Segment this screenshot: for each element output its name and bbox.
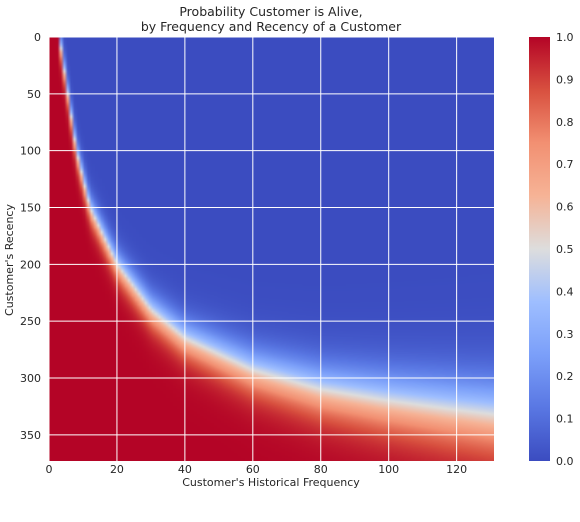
y-tick-label: 100 — [20, 145, 41, 158]
colorbar-ticks: 0.0 0.1 0.2 0.3 0.4 0.5 0.6 0.7 0.8 0.9 1.0 — [556, 31, 574, 468]
colorbar-tick-label: 0.7 — [556, 158, 574, 171]
heatmap-image — [49, 37, 494, 461]
x-axis-title: Customer's Historical Frequency — [182, 476, 360, 489]
grid-lines — [48, 36, 494, 461]
colorbar-tick-label: 0.0 — [556, 455, 574, 468]
colorbar-tick-label: 0.8 — [556, 116, 574, 129]
x-tick-label: 20 — [110, 463, 124, 476]
x-axis-ticks: 0 20 40 60 80 100 120 — [46, 463, 468, 476]
colorbar-tick-label: 1.0 — [556, 31, 574, 44]
colorbar-tick-label: 0.2 — [556, 370, 574, 383]
y-tick-label: 300 — [20, 372, 41, 385]
colorbar — [529, 37, 550, 461]
x-tick-label: 100 — [378, 463, 399, 476]
x-tick-label: 40 — [178, 463, 192, 476]
y-tick-label: 250 — [20, 315, 41, 328]
y-axis-ticks: 0 50 100 150 200 250 300 350 — [20, 31, 41, 442]
colorbar-tick-label: 0.3 — [556, 328, 574, 341]
y-tick-label: 350 — [20, 429, 41, 442]
chart-title-line-2: by Frequency and Recency of a Customer — [141, 19, 402, 34]
y-tick-label: 150 — [20, 202, 41, 215]
colorbar-tick-label: 0.5 — [556, 243, 574, 256]
y-tick-label: 200 — [20, 258, 41, 271]
colorbar-tick-label: 0.4 — [556, 285, 574, 298]
x-tick-label: 60 — [246, 463, 260, 476]
x-tick-label: 80 — [314, 463, 328, 476]
x-tick-label: 120 — [446, 463, 467, 476]
x-tick-label: 0 — [46, 463, 53, 476]
y-axis-title: Customer's Recency — [3, 204, 16, 316]
y-tick-label: 0 — [34, 31, 41, 44]
colorbar-tick-label: 0.1 — [556, 413, 574, 426]
y-tick-label: 50 — [27, 88, 41, 101]
chart-title-line-1: Probability Customer is Alive, — [179, 4, 362, 19]
colorbar-tick-label: 0.9 — [556, 73, 574, 86]
colorbar-tick-label: 0.6 — [556, 201, 574, 214]
